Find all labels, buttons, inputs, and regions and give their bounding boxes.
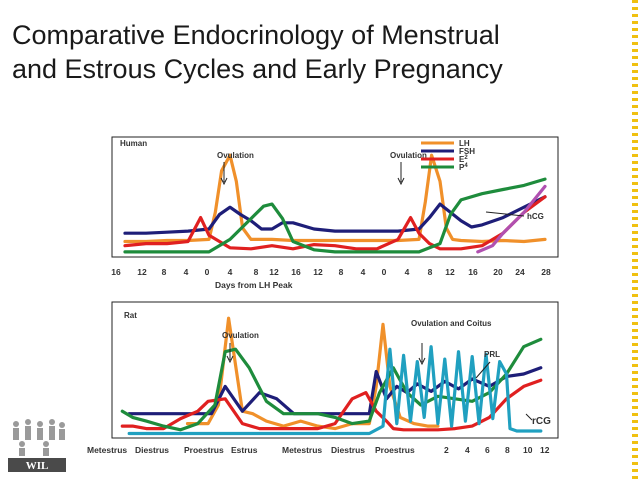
rat-series-prl [127,345,543,436]
human-tick-label: 28 [541,267,551,277]
human-tick-label: 8 [428,267,433,277]
human-series-p4 [123,177,547,254]
rat-tick-label: 10 [523,445,533,455]
human-xlabel: Days from LH Peak [215,280,293,290]
human-series-hcg [476,184,547,254]
rat-tick-label: Diestrus [331,445,365,455]
human-ovulation-label-1: Ovulation [217,151,254,160]
prl-label: PRL [484,350,500,359]
human-tick-label: 8 [339,267,344,277]
human-tick-label: 0 [382,267,387,277]
human-tick-label: 20 [493,267,503,277]
legend-label-e2: E2 [459,155,468,164]
legend-label-lh: LH [459,139,470,148]
rat-tick-label: Diestrus [135,445,169,455]
rat-tick-label: 8 [505,445,510,455]
human-tick-label: 12 [137,267,147,277]
rat-ovulation-arrowhead [226,355,234,364]
rat-tick-label: 2 [444,445,449,455]
rcg-pointer [525,413,533,421]
logo-text: WIL [26,460,49,472]
rcg-label: rCG [532,416,551,427]
prl-pointer [475,361,491,379]
human-series-fsh [123,195,547,235]
title-line-1: Comparative Endocrinology of Menstrual [12,20,500,50]
hcg-pointer [485,211,525,217]
legend-label-fsh: FSH [459,147,475,156]
wil-logo: WIL [8,419,66,472]
rat-ovulation-label: Ovulation [222,331,259,340]
human-tick-label: 12 [445,267,455,277]
human-tick-label: 4 [228,267,233,277]
human-ovulation-arrowhead-2 [397,177,405,186]
rat-tick-label: Metestrus [87,445,127,455]
human-tick-label: 16 [111,267,121,277]
page-title: Comparative Endocrinology of Menstrual a… [12,18,572,86]
human-tick-label: 8 [162,267,167,277]
rat-tick-label: 6 [485,445,490,455]
human-tick-labels: 16 12 8 4 0 4 8 12 16 12 8 4 0 4 8 12 16 20 24 28 [111,267,551,277]
rat-tick-label: Proestrus [375,445,415,455]
human-tick-label: 0 [205,267,210,277]
decorative-stripe [632,0,638,479]
human-tick-label: 16 [291,267,301,277]
human-tick-label: 12 [313,267,323,277]
human-series-e2 [123,195,547,251]
rat-tick-labels: Metestrus Diestrus Proestrus Estrus Metestru… [87,445,550,455]
human-tick-label: 4 [361,267,366,277]
rat-tick-label: Estrus [231,445,258,455]
human-tick-label: 16 [468,267,478,277]
human-tick-label: 8 [254,267,259,277]
human-tick-label: 12 [269,267,279,277]
human-tick-label: 4 [405,267,410,277]
rat-ovulation-coitus-arrowhead [418,357,426,366]
legend-label-p4: P4 [459,163,468,172]
title-line-2: and Estrous Cycles and Early Pregnancy [12,54,503,84]
human-tick-label: 24 [515,267,525,277]
human-series-group [123,153,547,254]
human-panel-label: Human [120,139,147,148]
human-ovulation-arrowhead-1 [220,177,228,186]
hcg-label: hCG [527,212,544,221]
rat-ovulation-coitus-label: Ovulation and Coitus [411,319,492,328]
rat-series-e2 [120,378,543,432]
human-tick-label: 4 [184,267,189,277]
rat-tick-label: Proestrus [184,445,224,455]
human-ovulation-label-2: Ovulation [390,151,427,160]
rat-tick-label: 4 [465,445,470,455]
human-panel-frame [111,136,559,258]
rat-series-group [120,316,543,436]
rat-panel-label: Rat [124,311,137,320]
rat-tick-label: Metestrus [282,445,322,455]
rat-tick-label: 12 [540,445,550,455]
